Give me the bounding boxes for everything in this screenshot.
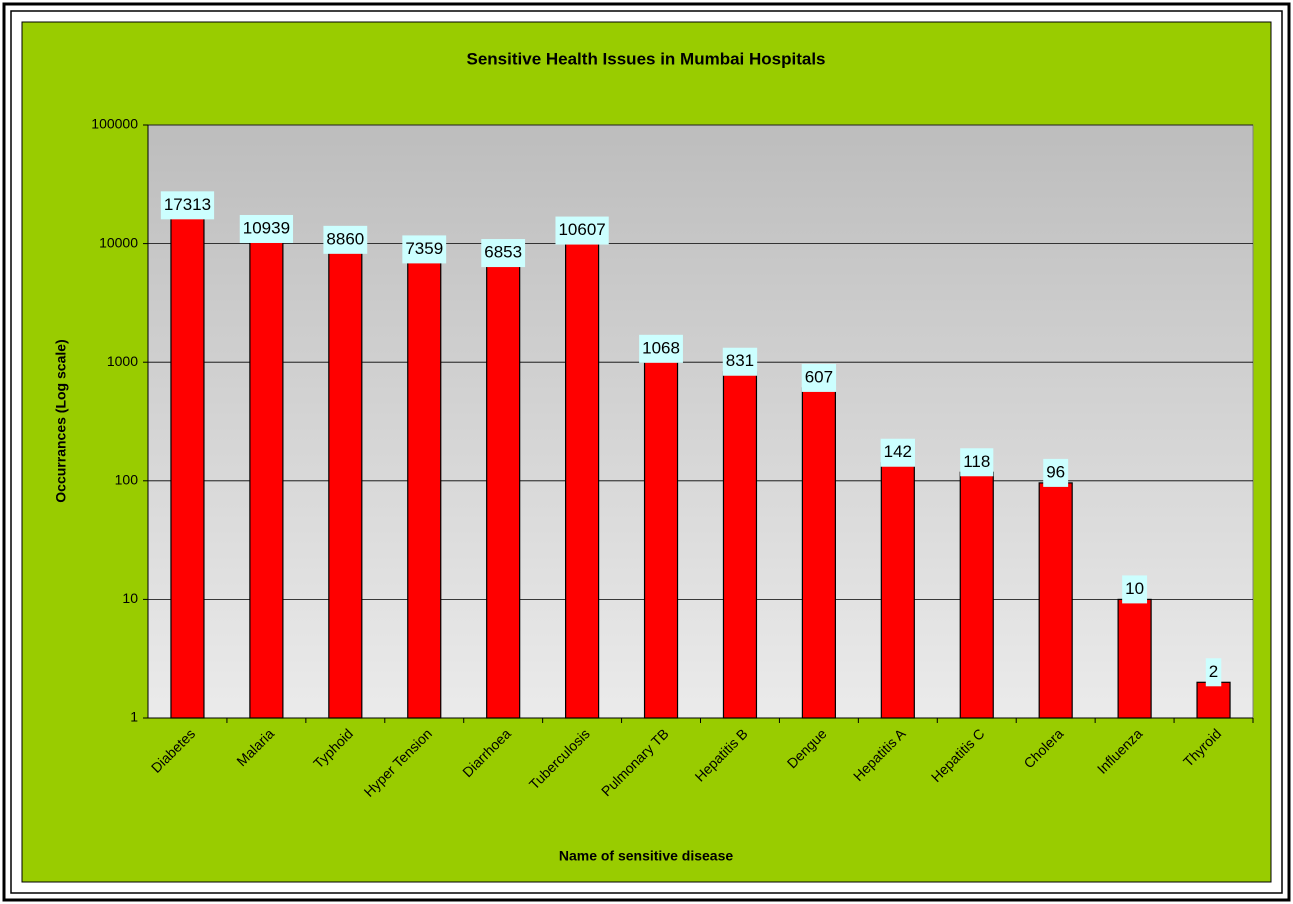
- value-label: 118: [963, 452, 990, 471]
- y-tick-label: 1000: [107, 353, 138, 369]
- x-axis-title: Name of sensitive disease: [559, 848, 734, 864]
- value-label: 10: [1125, 579, 1144, 598]
- value-label-bg: [801, 363, 837, 392]
- value-label: 6853: [484, 243, 522, 262]
- value-label: 7359: [405, 239, 443, 258]
- bar: [328, 249, 363, 719]
- value-label-bg: [323, 225, 368, 254]
- bar: [1196, 681, 1231, 719]
- value-label-bg: [639, 334, 683, 363]
- value-label-bg: [402, 235, 447, 264]
- value-label: 1068: [642, 338, 680, 357]
- chart-title: Sensitive Health Issues in Mumbai Hospit…: [467, 49, 826, 68]
- value-label: 10607: [558, 220, 605, 239]
- y-tick-label: 100: [115, 472, 139, 488]
- y-tick-label: 100000: [91, 116, 138, 132]
- y-tick-label: 1: [130, 709, 138, 725]
- value-label-bg: [960, 448, 994, 477]
- bar: [959, 471, 994, 719]
- bar: [1117, 598, 1152, 719]
- bar: [801, 387, 836, 719]
- y-tick-label: 10000: [99, 234, 138, 250]
- y-tick-label: 10: [122, 590, 138, 606]
- value-label: 10939: [243, 218, 290, 237]
- bar: [1038, 482, 1073, 719]
- value-label-bg: [1122, 575, 1148, 604]
- value-label-bg: [1205, 658, 1222, 687]
- value-label-bg: [239, 214, 294, 243]
- inner-border: [10, 10, 1283, 894]
- value-label: 8860: [326, 229, 364, 248]
- value-label: 2: [1209, 662, 1218, 681]
- value-label: 96: [1046, 462, 1065, 481]
- bar: [249, 238, 284, 719]
- value-label-bg: [555, 216, 609, 245]
- bar: [170, 214, 205, 719]
- value-label-bg: [880, 438, 916, 467]
- value-label: 831: [726, 351, 754, 370]
- bar: [722, 371, 758, 719]
- value-label-bg: [722, 347, 758, 376]
- plot-area: [147, 124, 1254, 719]
- value-label-bg: [481, 239, 526, 268]
- bar: [643, 358, 679, 719]
- value-label: 607: [805, 367, 833, 386]
- bar: [486, 262, 521, 719]
- value-label-bg: [1043, 458, 1069, 487]
- bar: [880, 462, 915, 719]
- value-label: 17313: [164, 195, 211, 214]
- bar: [565, 239, 600, 719]
- y-axis-title: Occurrances (Log scale): [53, 339, 69, 502]
- bar: [407, 258, 442, 719]
- value-label-bg: [160, 191, 215, 220]
- value-label: 142: [884, 442, 912, 461]
